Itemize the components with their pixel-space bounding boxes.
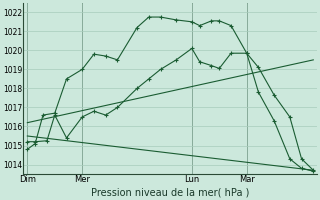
- X-axis label: Pression niveau de la mer( hPa ): Pression niveau de la mer( hPa ): [91, 187, 250, 197]
